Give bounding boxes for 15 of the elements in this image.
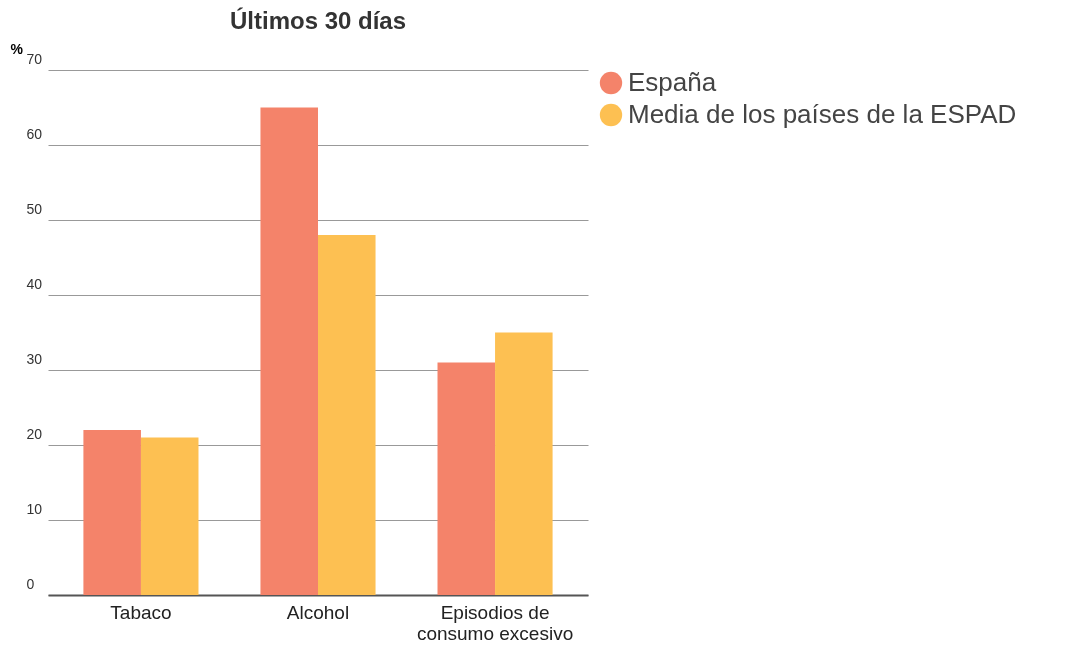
y-tick-label: 30	[26, 350, 43, 367]
legend-label: Media de los países de la ESPAD	[628, 99, 1017, 129]
chart-title: Últimos 30 días	[229, 7, 407, 34]
y-tick-label: 70	[26, 50, 43, 67]
x-tick-label: Alcohol	[286, 601, 350, 623]
x-tick-label: Tabaco	[110, 601, 172, 623]
y-tick-label: 10	[26, 500, 43, 517]
y-tick-label: 60	[26, 125, 43, 142]
x-tick-label: Episodios de consumo excesivo	[416, 601, 574, 644]
y-tick-label: 50	[26, 200, 43, 217]
y-tick-label: 0	[26, 575, 35, 592]
y-tick-label: 20	[26, 425, 43, 442]
legend-label: España	[628, 67, 717, 97]
y-tick-label: 40	[26, 275, 43, 292]
y-axis-title: %	[10, 40, 24, 57]
